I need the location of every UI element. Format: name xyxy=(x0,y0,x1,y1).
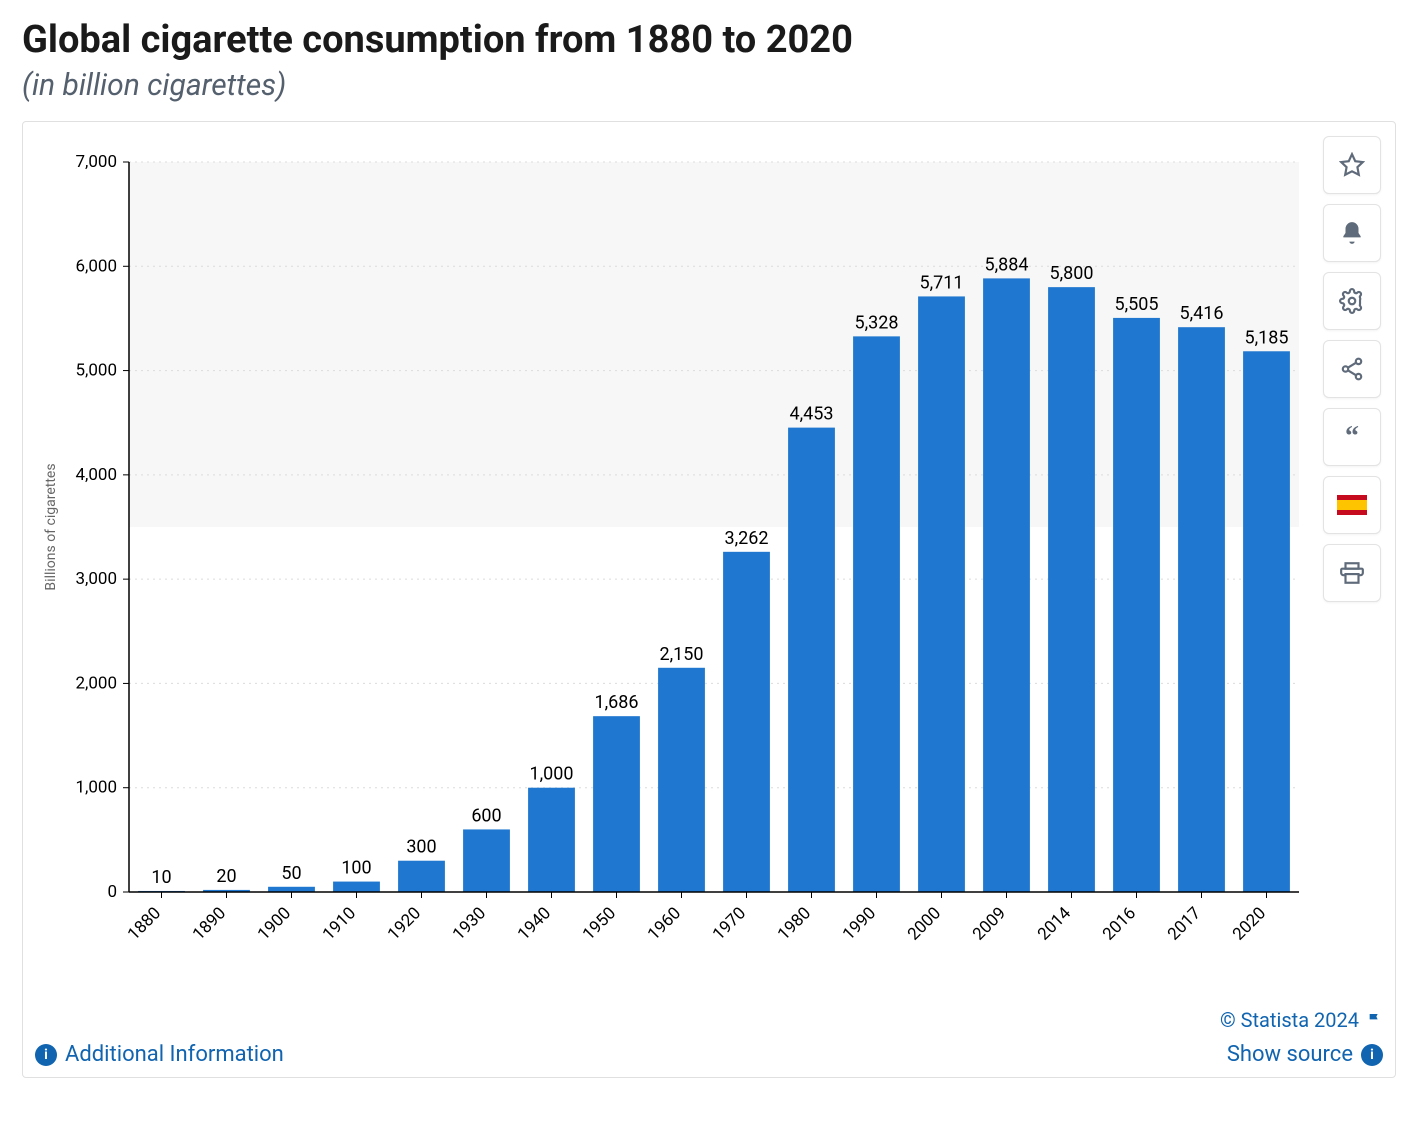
svg-text:5,000: 5,000 xyxy=(75,361,117,381)
x-tick-label: 1910 xyxy=(319,903,360,944)
show-source-link[interactable]: Show source i xyxy=(1220,1042,1383,1067)
bar-value-label: 300 xyxy=(406,837,436,858)
flag-icon xyxy=(1367,1012,1383,1028)
svg-text:2,000: 2,000 xyxy=(75,673,117,693)
bar xyxy=(1048,287,1095,892)
bar-value-label: 100 xyxy=(341,858,371,879)
bar xyxy=(528,788,575,892)
svg-text:7,000: 7,000 xyxy=(75,152,117,172)
bar-value-label: 3,262 xyxy=(724,528,768,549)
bar-value-label: 600 xyxy=(471,805,501,826)
bar-value-label: 5,884 xyxy=(984,254,1028,275)
bar-value-label: 1,686 xyxy=(594,692,638,713)
additional-info-label: Additional Information xyxy=(65,1042,284,1067)
bar xyxy=(593,716,640,892)
print-icon[interactable] xyxy=(1323,544,1381,602)
x-tick-label: 2009 xyxy=(969,903,1010,944)
bar-value-label: 5,416 xyxy=(1179,303,1223,324)
quote-icon[interactable]: “ xyxy=(1323,408,1381,466)
x-tick-label: 2000 xyxy=(904,903,945,944)
x-tick-label: 1920 xyxy=(384,903,425,944)
info-icon: i xyxy=(35,1044,57,1066)
bell-icon[interactable] xyxy=(1323,204,1381,262)
bar-chart: 0 1,000 2,000 3,000 4,000 5,000 6,000 7,000 10 18… xyxy=(29,132,1389,1002)
bar xyxy=(788,428,835,892)
svg-text:4,000: 4,000 xyxy=(75,465,117,485)
bar-value-label: 1,000 xyxy=(529,764,573,785)
x-tick-label: 1900 xyxy=(254,903,295,944)
flag-es-icon[interactable] xyxy=(1323,476,1381,534)
x-tick-label: 1930 xyxy=(449,903,490,944)
bar-value-label: 50 xyxy=(281,863,301,884)
bar-value-label: 5,711 xyxy=(919,272,963,293)
x-tick-label: 2017 xyxy=(1164,903,1205,944)
bar-value-label: 5,800 xyxy=(1049,263,1093,284)
info-icon: i xyxy=(1361,1044,1383,1066)
bar-value-label: 20 xyxy=(216,866,236,887)
star-icon[interactable] xyxy=(1323,136,1381,194)
bar xyxy=(983,278,1030,892)
share-icon[interactable] xyxy=(1323,340,1381,398)
bar xyxy=(398,861,445,892)
bar-value-label: 5,328 xyxy=(854,312,898,333)
x-tick-label: 1990 xyxy=(839,903,880,944)
svg-text:6,000: 6,000 xyxy=(75,256,117,276)
bar-value-label: 10 xyxy=(151,867,171,888)
copyright-text: © Statista 2024 xyxy=(1220,1008,1383,1032)
bar xyxy=(463,829,510,892)
x-tick-label: 2016 xyxy=(1099,903,1140,944)
bar xyxy=(1243,351,1290,892)
bar-value-label: 5,505 xyxy=(1114,294,1158,315)
gear-icon[interactable] xyxy=(1323,272,1381,330)
svg-text:0: 0 xyxy=(107,882,117,902)
bar xyxy=(853,336,900,892)
panel-footer: i Additional Information © Statista 2024… xyxy=(29,1008,1389,1071)
bar xyxy=(1178,327,1225,892)
chart-panel: 0 1,000 2,000 3,000 4,000 5,000 6,000 7,000 10 18… xyxy=(22,121,1396,1078)
show-source-label: Show source xyxy=(1227,1042,1353,1067)
x-tick-label: 1970 xyxy=(709,903,750,944)
x-tick-label: 1950 xyxy=(579,903,620,944)
bar-value-label: 2,150 xyxy=(659,644,703,665)
bar xyxy=(268,887,315,892)
y-axis-label: Billions of cigarettes xyxy=(43,463,59,590)
x-tick-label: 1880 xyxy=(124,903,165,944)
chart-toolbar: “ xyxy=(1323,136,1381,602)
bar-value-label: 4,453 xyxy=(789,404,833,425)
x-tick-label: 2014 xyxy=(1034,903,1075,944)
additional-info-link[interactable]: i Additional Information xyxy=(35,1042,284,1067)
x-tick-label: 2020 xyxy=(1229,903,1270,944)
x-tick-label: 1960 xyxy=(644,903,685,944)
bar xyxy=(333,882,380,892)
x-tick-label: 1890 xyxy=(189,903,230,944)
svg-text:3,000: 3,000 xyxy=(75,569,117,589)
svg-text:1,000: 1,000 xyxy=(75,778,117,798)
page-title: Global cigarette consumption from 1880 t… xyxy=(22,18,1396,62)
x-tick-label: 1980 xyxy=(774,903,815,944)
bar xyxy=(918,296,965,892)
x-tick-label: 1940 xyxy=(514,903,555,944)
bar xyxy=(658,668,705,892)
page-subtitle: (in billion cigarettes) xyxy=(22,68,1396,103)
bar xyxy=(723,552,770,892)
bar xyxy=(1113,318,1160,892)
bar-value-label: 5,185 xyxy=(1244,327,1288,348)
